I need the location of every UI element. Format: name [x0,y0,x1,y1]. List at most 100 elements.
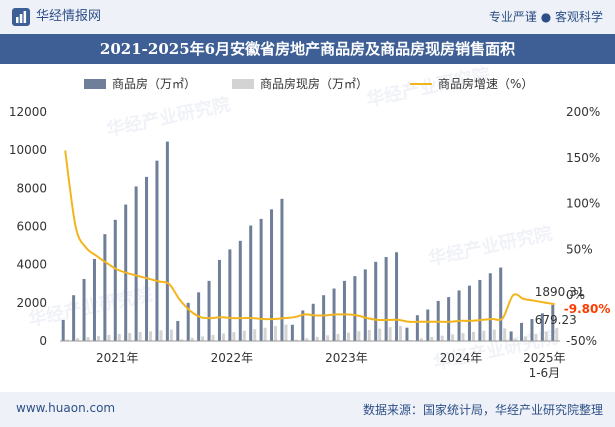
bar-existing [180,339,184,341]
bar-existing [128,332,132,341]
bar-sales [322,295,326,341]
data-source: 数据来源：国家统计局，华经产业研究院整理 [362,403,603,417]
bar-sales [478,279,482,341]
bar-existing [232,332,236,341]
bar-existing [253,329,257,341]
y-right-tick-label: 0% [566,288,585,302]
bar-sales [145,176,149,341]
chart-area: 华经产业研究院华经产业研究院华经产业研究院华经产业研究院华经产业研究院商品房（万… [9,64,611,380]
bar-sales [301,310,305,341]
bar-existing [149,331,153,341]
bar-existing [534,333,538,341]
y-right-tick-label: 50% [566,242,593,256]
legend-swatch-1 [232,79,254,89]
bar-sales [342,280,346,341]
website-link[interactable]: www.huaon.com [16,401,116,415]
bar-existing [357,331,361,341]
bar-existing [482,330,486,341]
bar-sales [353,276,357,341]
bar-existing [263,327,267,341]
x-tick-label: 2025年 1-6月 [523,351,566,380]
bar-sales [113,219,117,341]
bar-existing [190,337,194,341]
bar-sales [238,240,242,341]
watermark-text-0: 华经产业研究院 [104,93,232,141]
bar-existing [471,331,475,341]
top-banner: 华经情报网 专业严谨 ● 客观科学 [0,0,615,34]
bar-existing [315,336,319,341]
y-left-tick-label: 10000 [9,143,47,157]
bar-existing [346,332,350,341]
bar-existing [524,336,528,341]
watermark-text-2: 华经产业研究院 [426,222,554,270]
bar-sales [155,160,159,341]
bar-existing [367,329,371,341]
y-left-tick-label: 2000 [16,296,47,310]
y-left-tick-label: 12000 [9,105,47,119]
bar-sales [509,331,513,341]
bar-existing [138,332,142,341]
chart-title: 2021-2025年6月安徽省房地产商品房及商品房现房销售面积 [99,40,516,58]
bar-sales [488,273,492,341]
bar-existing [326,335,330,341]
bar-sales [499,267,503,341]
bar-existing [503,328,507,341]
bar-sales [540,313,544,341]
bar-existing [336,333,340,341]
bar-sales [374,261,378,341]
y-left-tick-label: 0 [39,334,47,348]
bar-existing [294,339,298,341]
bar-existing [305,338,309,341]
bar-sales [457,290,461,341]
bar-existing [86,337,90,341]
bar-sales [103,234,107,341]
bar-sales [520,322,524,341]
bar-existing [492,329,496,341]
title-bar: 2021-2025年6月安徽省房地产商品房及商品房现房销售面积 [0,34,615,64]
bar-existing [399,325,403,341]
legend-label-0: 商品房（万㎡） [112,76,196,91]
growth-line [64,150,555,323]
brand-logo-icon [12,8,30,26]
bar-sales [61,320,65,341]
y-left-tick-label: 6000 [16,220,47,234]
y-right-tick-label: 100% [566,197,600,211]
bar-existing [419,338,423,341]
bar-existing [211,335,215,341]
bar-existing [242,330,246,341]
tagline: 专业严谨 ● 客观科学 [488,10,603,24]
bar-sales [186,302,190,341]
bar-existing [96,336,100,341]
bar-sales [249,225,253,341]
x-tick-label: 2021年 [96,351,139,365]
bar-sales [395,252,399,341]
bar-existing [201,336,205,341]
brand-name: 华经情报网 [36,9,102,24]
bar-existing [378,328,382,341]
bar-sales [415,315,419,341]
bar-sales [384,257,388,341]
bar-sales [426,309,430,341]
footer-bar: www.huaon.com 数据来源：国家统计局，华经产业研究院整理 [0,392,615,427]
legend-label-2: 商品房增速（%） [438,76,533,91]
bar-sales [405,327,409,341]
bar-sales [363,269,367,341]
bar-sales [176,320,180,341]
bar-existing [430,336,434,341]
bar-existing [544,331,548,341]
x-tick-label: 2022年 [211,351,254,365]
bar-sales [270,209,274,341]
data-label-growth-last: -9.80% [564,302,611,316]
bar-sales [92,258,96,341]
bar-existing [388,327,392,341]
legend-label-1: 商品房现房（万㎡） [260,76,368,91]
bar-sales [290,324,294,341]
bar-existing [159,330,163,341]
data-label-existing-last: 679.23 [535,313,577,327]
bar-existing [284,324,288,341]
bar-existing [461,333,465,341]
bar-sales [134,186,138,341]
bar-sales [207,280,211,341]
bar-existing [76,338,80,341]
bar-sales [165,141,169,341]
